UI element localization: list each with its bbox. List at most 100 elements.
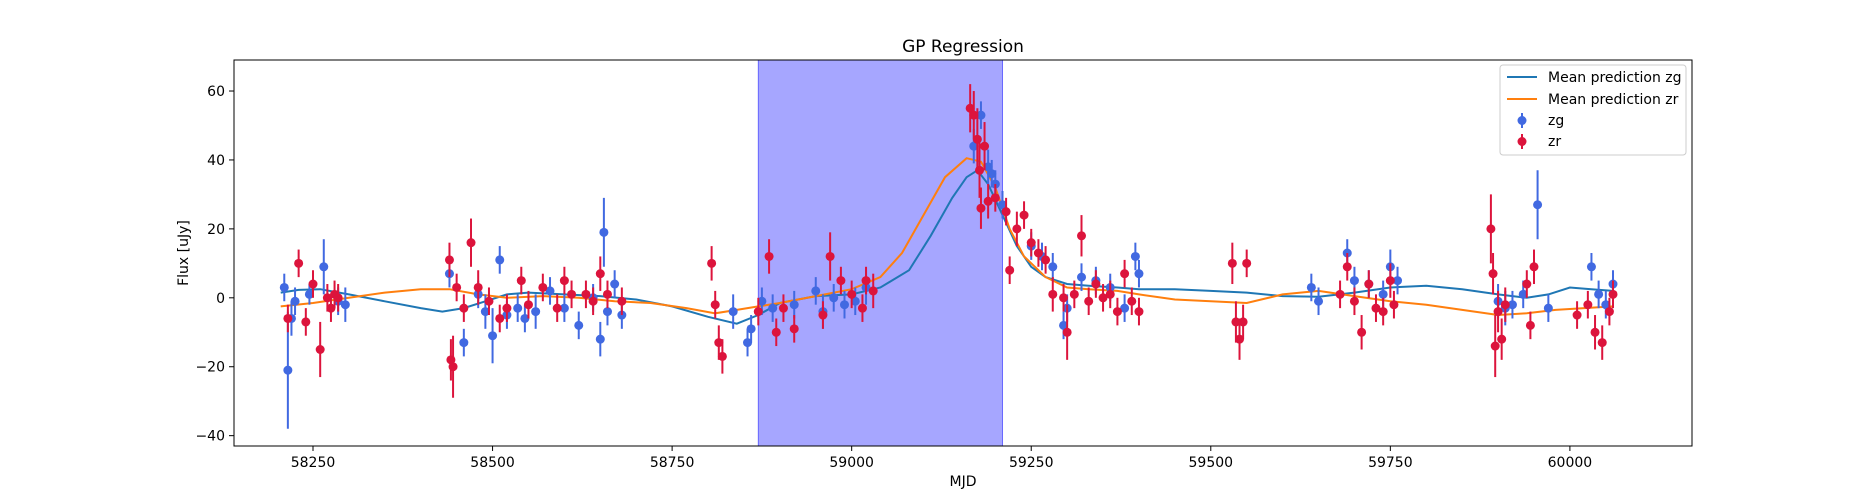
data-point-zr <box>1488 269 1498 279</box>
data-point-zr <box>523 300 533 310</box>
data-point-zr <box>1127 296 1137 306</box>
chart-title: GP Regression <box>902 37 1024 57</box>
data-point-zg <box>743 338 753 348</box>
data-point-zr <box>983 196 993 206</box>
data-point-zg <box>520 313 530 323</box>
data-point-zg <box>811 286 821 296</box>
data-point-zg <box>969 141 979 151</box>
data-point-zr <box>559 276 569 286</box>
data-point-zr <box>1048 289 1058 299</box>
plot-area <box>279 59 1618 447</box>
data-point-zr <box>1572 310 1582 320</box>
data-point-zr <box>789 324 799 334</box>
data-point-zr <box>1357 327 1367 337</box>
data-point-zr <box>1597 338 1607 348</box>
data-point-zr <box>1112 307 1122 317</box>
data-point-zg <box>1120 303 1130 313</box>
data-point-zr <box>588 296 598 306</box>
data-point-zr <box>868 286 878 296</box>
x-axis-label: MJD <box>950 474 977 490</box>
data-point-zr <box>1378 307 1388 317</box>
data-point-zg <box>850 296 860 306</box>
legend-zr-line-label: Mean prediction zr <box>1548 92 1679 108</box>
legend-zg-line-label: Mean prediction zg <box>1548 70 1682 86</box>
data-point-zr <box>753 307 763 317</box>
data-point-zg <box>610 279 620 289</box>
data-point-zr <box>1493 307 1503 317</box>
data-point-zg <box>1543 303 1553 313</box>
data-point-zr <box>1608 289 1618 299</box>
data-point-zg <box>1314 296 1324 306</box>
data-point-zg <box>829 293 839 303</box>
data-point-zr <box>1227 258 1237 268</box>
data-point-zg <box>1059 320 1069 330</box>
data-point-zr <box>315 345 325 354</box>
data-point-zr <box>1019 210 1029 220</box>
data-point-zg <box>574 320 584 330</box>
data-point-zg <box>290 296 300 306</box>
data-point-zr <box>301 317 311 327</box>
x-tick-label: 60000 <box>1548 455 1593 471</box>
data-point-zr <box>452 282 462 292</box>
data-point-zr <box>1242 258 1252 268</box>
data-point-zr <box>1522 279 1532 289</box>
data-point-zr <box>1026 238 1036 248</box>
legend-zr-marker <box>1517 134 1527 149</box>
data-point-zr <box>484 296 494 306</box>
data-point-zr <box>1371 303 1381 313</box>
data-point-zr <box>1389 300 1399 310</box>
x-tick-label: 59000 <box>829 455 874 471</box>
x-tick-label: 58250 <box>291 455 336 471</box>
data-point-zr <box>567 289 577 299</box>
data-point-zr <box>771 327 781 337</box>
data-point-zg <box>1349 276 1359 286</box>
data-point-zr <box>459 303 469 313</box>
x-tick-label: 59500 <box>1189 455 1234 471</box>
data-point-zr <box>1342 262 1352 272</box>
data-point-zr <box>717 351 727 361</box>
data-point-zg <box>495 255 505 265</box>
data-point-zg <box>1048 262 1058 272</box>
data-point-zr <box>1364 279 1374 289</box>
shaded-region <box>757 59 1004 447</box>
legend-zg-marker <box>1517 113 1527 128</box>
data-point-zg <box>757 296 767 306</box>
data-point-zg <box>1594 289 1604 299</box>
data-point-zg <box>1130 251 1140 261</box>
data-point-zr <box>448 362 458 372</box>
data-point-zr <box>1500 300 1510 310</box>
data-point-zr <box>990 193 1000 203</box>
data-point-zr <box>294 258 304 268</box>
data-point-zr <box>1098 293 1108 303</box>
data-point-zr <box>581 289 591 299</box>
data-point-zr <box>710 300 720 310</box>
series-points-zr <box>283 84 1618 398</box>
data-point-zr <box>707 258 717 268</box>
data-point-zr <box>764 251 774 261</box>
data-point-zr <box>1235 334 1245 344</box>
data-point-zr <box>836 276 846 286</box>
data-point-zg <box>768 303 778 313</box>
data-point-zg <box>839 300 849 310</box>
data-point-zr <box>466 238 476 248</box>
data-point-zg <box>1378 289 1388 299</box>
data-point-zr <box>1059 293 1069 303</box>
data-point-zr <box>552 303 562 313</box>
data-point-zr <box>602 289 612 299</box>
data-point-zr <box>333 293 343 303</box>
data-point-zr <box>1529 262 1539 272</box>
data-point-zr <box>516 276 526 286</box>
legend: Mean prediction zg Mean prediction zr zg… <box>1499 64 1687 156</box>
data-point-zr <box>538 282 548 292</box>
data-point-zg <box>976 110 986 120</box>
data-point-zg <box>279 282 289 292</box>
data-point-zr <box>1069 289 1079 299</box>
data-point-zr <box>502 303 512 313</box>
y-tick-label: −20 <box>195 360 225 376</box>
x-axis: 58250 58500 58750 59000 59250 59500 59750 60000 <box>291 446 1592 471</box>
data-point-zr <box>1590 327 1600 337</box>
y-tick-label: 0 <box>216 291 225 307</box>
data-point-zg <box>304 289 314 299</box>
data-point-zr <box>861 276 871 286</box>
